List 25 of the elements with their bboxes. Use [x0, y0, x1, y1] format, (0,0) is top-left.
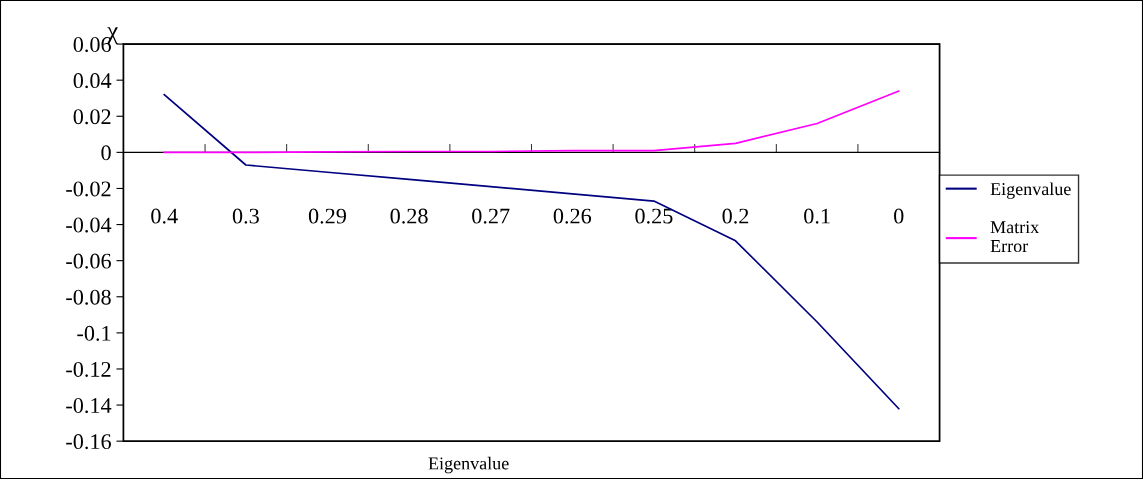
x-tick-label: 0.2 [722, 208, 749, 224]
y-tick-label: -0.1 [77, 325, 111, 341]
x-tick-label: 0.4 [151, 208, 178, 224]
x-tick-label: 0.25 [635, 208, 673, 224]
y-tick-label: -0.16 [66, 434, 111, 450]
x-tick-label: 0.1 [804, 208, 830, 224]
x-tick-label: 0.27 [472, 208, 510, 224]
x-tick-label: 0 [894, 208, 904, 224]
y-tick-label: -0.12 [66, 361, 111, 377]
y-tick-label: -0.04 [66, 217, 112, 233]
y-tick-label: 0 [101, 145, 111, 161]
y-tick-label: -0.14 [66, 397, 112, 414]
y-tick-label: -0.02 [66, 181, 111, 197]
y-tick-label: -0.06 [66, 253, 111, 269]
x-tick-label: 0.3 [232, 208, 259, 224]
x-tick-label: 0.29 [308, 208, 346, 224]
legend-label: Matrix Error [990, 221, 1040, 253]
y-tick-label: 0.04 [73, 73, 112, 89]
legend-label: Eigenvalue [990, 182, 1071, 199]
y-tick-label: 0.02 [73, 109, 111, 125]
x-tick-label: 0.28 [390, 208, 428, 224]
x-axis-title: Eigenvalue [428, 456, 509, 474]
line-series [163, 90, 900, 154]
x-tick-label: 0.26 [553, 208, 592, 224]
y-tick-label: -0.08 [66, 289, 111, 305]
